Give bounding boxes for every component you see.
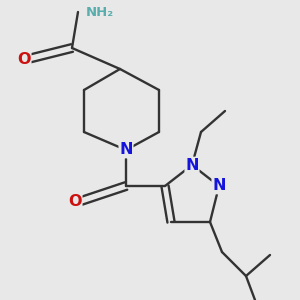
Text: O: O	[17, 52, 31, 68]
Text: N: N	[212, 178, 226, 194]
Text: O: O	[68, 194, 82, 208]
Text: NH₂: NH₂	[85, 5, 114, 19]
Text: N: N	[119, 142, 133, 158]
Text: N: N	[185, 158, 199, 172]
